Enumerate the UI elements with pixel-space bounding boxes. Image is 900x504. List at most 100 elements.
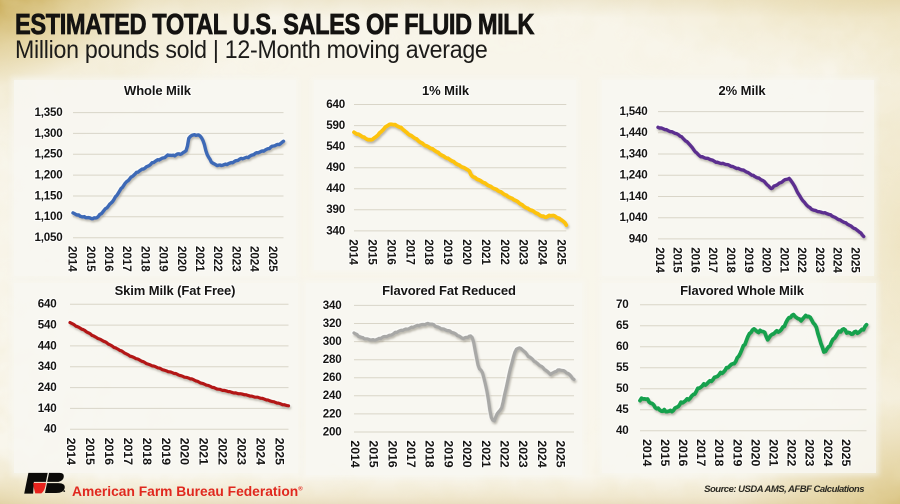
svg-text:640: 640 — [326, 98, 345, 111]
svg-text:2021: 2021 — [767, 439, 781, 466]
svg-text:2024: 2024 — [254, 438, 268, 465]
svg-text:2017: 2017 — [121, 438, 135, 465]
svg-text:2022: 2022 — [211, 246, 224, 272]
svg-text:300: 300 — [323, 335, 342, 348]
svg-text:2015: 2015 — [367, 440, 381, 467]
svg-text:50: 50 — [616, 382, 629, 395]
svg-text:1,300: 1,300 — [34, 127, 62, 140]
svg-text:280: 280 — [323, 353, 342, 366]
svg-text:2016: 2016 — [689, 247, 702, 273]
svg-text:2017: 2017 — [706, 247, 719, 273]
svg-text:1,540: 1,540 — [619, 105, 647, 118]
svg-text:340: 340 — [326, 224, 345, 237]
svg-text:2020: 2020 — [748, 439, 762, 466]
svg-text:340: 340 — [38, 360, 57, 373]
svg-text:2022: 2022 — [498, 440, 512, 467]
svg-text:320: 320 — [323, 317, 342, 330]
svg-text:2023: 2023 — [235, 438, 249, 465]
svg-text:1,200: 1,200 — [34, 169, 62, 182]
svg-text:2021: 2021 — [193, 246, 206, 272]
svg-text:260: 260 — [323, 371, 342, 384]
svg-text:2017: 2017 — [404, 440, 418, 467]
svg-text:2015: 2015 — [83, 438, 97, 465]
svg-text:2017: 2017 — [694, 439, 708, 466]
svg-text:2014: 2014 — [653, 247, 666, 273]
svg-text:640: 640 — [38, 298, 57, 311]
svg-text:490: 490 — [326, 161, 345, 174]
svg-text:2014: 2014 — [347, 239, 360, 265]
svg-text:2021: 2021 — [777, 247, 790, 273]
svg-text:2023: 2023 — [813, 247, 826, 273]
svg-text:140: 140 — [38, 402, 57, 415]
svg-text:45: 45 — [616, 403, 629, 416]
svg-text:2023: 2023 — [803, 439, 817, 466]
svg-text:2025: 2025 — [266, 246, 279, 272]
svg-text:2015: 2015 — [658, 439, 672, 466]
svg-text:2022: 2022 — [216, 438, 230, 465]
svg-text:940: 940 — [629, 232, 648, 245]
svg-text:1,050: 1,050 — [34, 231, 62, 244]
svg-text:65: 65 — [616, 319, 629, 332]
svg-text:2014: 2014 — [64, 438, 78, 465]
svg-text:2025: 2025 — [272, 438, 286, 465]
svg-text:2018: 2018 — [712, 439, 726, 466]
svg-text:Whole Milk: Whole Milk — [124, 83, 192, 98]
svg-text:2019: 2019 — [159, 438, 173, 465]
svg-text:55: 55 — [616, 361, 629, 374]
svg-text:2018: 2018 — [724, 247, 737, 273]
svg-text:590: 590 — [326, 119, 345, 132]
svg-text:1% Milk: 1% Milk — [422, 83, 470, 98]
svg-text:1,140: 1,140 — [619, 190, 647, 203]
svg-text:1,350: 1,350 — [34, 106, 62, 119]
svg-text:2016: 2016 — [102, 438, 116, 465]
svg-text:Flavored Fat Reduced: Flavored Fat Reduced — [382, 283, 516, 298]
svg-text:2019: 2019 — [441, 440, 455, 467]
svg-text:2019: 2019 — [742, 247, 755, 273]
svg-text:240: 240 — [38, 381, 57, 394]
svg-text:2020: 2020 — [760, 247, 773, 273]
svg-text:2025: 2025 — [554, 440, 568, 467]
svg-text:2022: 2022 — [498, 239, 511, 265]
svg-text:1,250: 1,250 — [34, 148, 62, 161]
svg-text:2024: 2024 — [821, 439, 835, 466]
svg-text:540: 540 — [326, 140, 345, 153]
svg-text:2023: 2023 — [229, 246, 242, 272]
svg-text:2021: 2021 — [479, 440, 493, 467]
svg-text:2018: 2018 — [423, 440, 437, 467]
svg-text:40: 40 — [616, 424, 629, 437]
svg-text:2% Milk: 2% Milk — [719, 83, 767, 98]
svg-text:Skim Milk (Fat Free): Skim Milk (Fat Free) — [115, 283, 236, 298]
svg-text:2015: 2015 — [84, 246, 97, 272]
svg-text:220: 220 — [323, 407, 342, 420]
svg-text:2024: 2024 — [831, 247, 844, 273]
svg-text:2016: 2016 — [384, 239, 397, 265]
svg-text:1,150: 1,150 — [34, 189, 62, 202]
svg-text:2014: 2014 — [66, 246, 79, 272]
svg-text:2015: 2015 — [366, 239, 379, 265]
svg-text:2017: 2017 — [403, 239, 416, 265]
svg-text:2020: 2020 — [178, 438, 192, 465]
svg-text:2024: 2024 — [248, 246, 261, 272]
svg-text:2018: 2018 — [140, 438, 154, 465]
svg-text:2021: 2021 — [197, 438, 211, 465]
svg-text:2016: 2016 — [676, 439, 690, 466]
svg-text:2016: 2016 — [102, 246, 115, 272]
svg-text:2018: 2018 — [422, 239, 435, 265]
svg-text:2020: 2020 — [460, 239, 473, 265]
svg-text:2020: 2020 — [175, 246, 188, 272]
svg-text:2025: 2025 — [849, 247, 862, 273]
svg-text:2021: 2021 — [479, 239, 492, 265]
svg-text:1,240: 1,240 — [619, 169, 647, 182]
svg-text:2022: 2022 — [785, 439, 799, 466]
svg-text:Flavored Whole Milk: Flavored Whole Milk — [680, 283, 805, 298]
svg-text:340: 340 — [323, 299, 342, 312]
svg-text:2023: 2023 — [517, 239, 530, 265]
svg-text:2015: 2015 — [671, 247, 684, 273]
svg-text:390: 390 — [326, 203, 345, 216]
svg-text:2014: 2014 — [348, 440, 362, 467]
svg-text:2018: 2018 — [138, 246, 151, 272]
svg-text:2025: 2025 — [555, 239, 568, 265]
svg-text:1,340: 1,340 — [619, 147, 647, 160]
svg-text:240: 240 — [323, 389, 342, 402]
svg-text:2017: 2017 — [120, 246, 133, 272]
